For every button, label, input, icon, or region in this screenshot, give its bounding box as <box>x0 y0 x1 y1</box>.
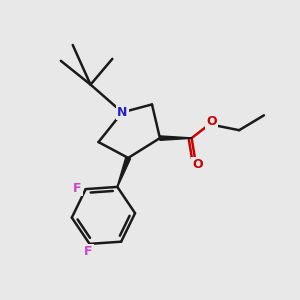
Polygon shape <box>117 157 130 187</box>
Text: O: O <box>192 158 203 171</box>
Polygon shape <box>160 136 192 140</box>
Text: O: O <box>206 115 217 128</box>
Text: F: F <box>84 245 93 258</box>
Text: N: N <box>117 106 128 119</box>
Text: F: F <box>73 182 81 195</box>
